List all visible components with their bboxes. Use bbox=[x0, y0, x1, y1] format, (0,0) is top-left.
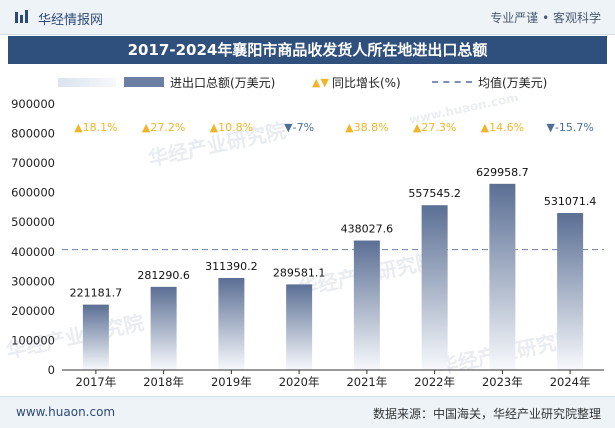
bar-value-label: 289581.1 bbox=[273, 266, 326, 279]
y-tick-label: 800000 bbox=[11, 127, 55, 141]
triangle-down-icon: ▼ bbox=[546, 121, 555, 134]
footer: www.huaon.com 数据来源：中国海关，华经产业研究院整理 bbox=[0, 396, 615, 428]
growth-label: ▲18.1% bbox=[74, 121, 117, 134]
bar-value-label: 629958.7 bbox=[476, 166, 529, 179]
legend-total: 进出口总额(万美元) bbox=[58, 74, 275, 90]
triangle-down-icon: ▼ bbox=[284, 121, 293, 134]
y-tick-label: 200000 bbox=[11, 304, 55, 318]
growth-value: 14.6% bbox=[489, 121, 524, 134]
bar-value-label: 281290.6 bbox=[137, 269, 190, 282]
growth-value: 10.8% bbox=[218, 121, 253, 134]
triangle-down-icon: ▼ bbox=[320, 75, 329, 89]
y-tick-label: 900000 bbox=[11, 97, 55, 111]
bar-value-label: 221181.7 bbox=[70, 287, 123, 300]
data-bar bbox=[557, 213, 584, 370]
triangle-up-icon: ▲ bbox=[413, 121, 422, 134]
data-bar bbox=[82, 304, 109, 370]
legend-dash-swatch bbox=[432, 81, 472, 83]
data-source: 数据来源：中国海关，华经产业研究院整理 bbox=[372, 407, 601, 421]
y-tick-label: 500000 bbox=[11, 215, 55, 229]
growth-label: ▼-15.7% bbox=[546, 121, 593, 134]
x-tick-label: 2022年 bbox=[414, 375, 455, 389]
legend-average: 均值(万美元) bbox=[432, 74, 547, 90]
x-tick-label: 2017年 bbox=[75, 375, 116, 389]
bar-value-label: 311390.2 bbox=[205, 260, 258, 273]
growth-value: 38.8% bbox=[354, 121, 389, 134]
y-tick-label: 700000 bbox=[11, 156, 55, 170]
legend-growth: ▲ ▼ 同比增长(%) bbox=[312, 74, 401, 90]
brand-name: 华经情报网 bbox=[38, 13, 104, 28]
growth-label: ▼-7% bbox=[284, 121, 314, 134]
growth-label: ▲14.6% bbox=[481, 121, 524, 134]
growth-value: 27.2% bbox=[150, 121, 185, 134]
y-tick-label: 100000 bbox=[11, 333, 55, 347]
y-tick-label: 600000 bbox=[11, 186, 55, 200]
triangle-up-icon: ▲ bbox=[481, 121, 490, 134]
triangle-up-icon: ▲ bbox=[312, 75, 321, 89]
legend-total-label: 进出口总额(万美元) bbox=[170, 75, 276, 90]
growth-label: ▲27.2% bbox=[142, 121, 185, 134]
legend-average-label: 均值(万美元) bbox=[478, 75, 548, 90]
x-tick-label: 2020年 bbox=[279, 375, 320, 389]
chart-legend: 进出口总额(万美元) ▲ ▼ 同比增长(%) 均值(万美元) bbox=[0, 70, 615, 94]
x-tick-label: 2019年 bbox=[211, 375, 252, 389]
growth-label: ▲27.3% bbox=[413, 121, 456, 134]
x-tick-label: 2018年 bbox=[143, 375, 184, 389]
website-link[interactable]: www.huaon.com bbox=[16, 405, 116, 419]
data-bar bbox=[489, 183, 516, 370]
tagline: 专业严谨 • 客观科学 bbox=[490, 11, 601, 25]
legend-bar-swatch bbox=[124, 77, 164, 87]
growth-value: 18.1% bbox=[83, 121, 118, 134]
data-bar bbox=[353, 240, 380, 370]
bar-logo-icon bbox=[15, 10, 28, 23]
triangle-up-icon: ▲ bbox=[210, 121, 219, 134]
data-bar bbox=[150, 286, 177, 370]
triangle-up-icon: ▲ bbox=[142, 121, 151, 134]
bar-chart: 华经产业研究院华经产业研究院华经产业研究院华经产业研究院www.huaon.co… bbox=[4, 96, 604, 389]
legend-gradient-swatch bbox=[58, 77, 116, 87]
y-tick-label: 0 bbox=[48, 363, 55, 377]
triangle-up-icon: ▲ bbox=[74, 121, 83, 134]
bar-value-label: 557545.2 bbox=[408, 187, 461, 200]
bar-value-label: 531071.4 bbox=[544, 195, 597, 208]
growth-value: -7% bbox=[293, 121, 314, 134]
growth-value: 27.3% bbox=[421, 121, 456, 134]
y-tick-label: 300000 bbox=[11, 274, 55, 288]
growth-value: -15.7% bbox=[555, 121, 594, 134]
legend-growth-label: 同比增长(%) bbox=[331, 75, 401, 90]
data-bar bbox=[286, 284, 313, 370]
growth-label: ▲10.8% bbox=[210, 121, 253, 134]
data-bar bbox=[218, 277, 245, 370]
x-tick-label: 2021年 bbox=[346, 375, 387, 389]
data-bar bbox=[421, 205, 448, 370]
x-tick-label: 2023年 bbox=[482, 375, 523, 389]
top-bar: 华经情报网 专业严谨 • 客观科学 bbox=[0, 0, 615, 35]
x-tick-label: 2024年 bbox=[550, 375, 591, 389]
chart-title: 2017-2024年襄阳市商品收发货人所在地进出口总额 bbox=[8, 36, 607, 64]
y-tick-label: 400000 bbox=[11, 245, 55, 259]
bar-value-label: 438027.6 bbox=[341, 223, 394, 236]
triangle-up-icon: ▲ bbox=[345, 121, 354, 134]
growth-label: ▲38.8% bbox=[345, 121, 388, 134]
